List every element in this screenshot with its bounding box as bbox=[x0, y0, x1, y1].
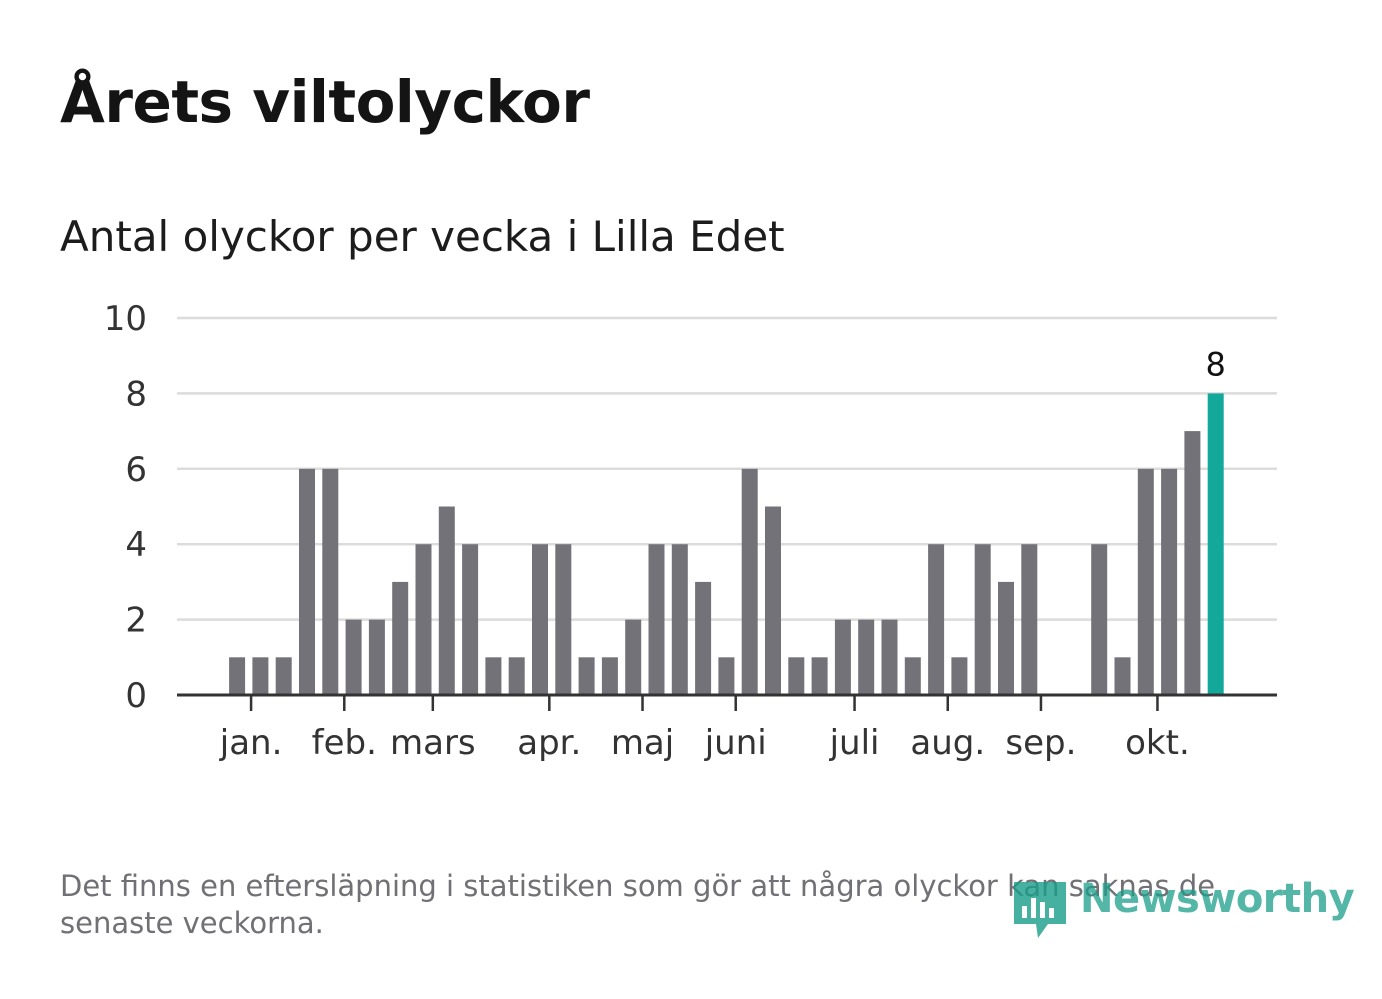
bar bbox=[532, 544, 548, 695]
bar bbox=[1184, 431, 1201, 695]
bar bbox=[368, 619, 385, 695]
bar bbox=[462, 544, 479, 695]
y-tick-label: 0 bbox=[125, 676, 147, 716]
bar bbox=[1091, 544, 1108, 695]
bar bbox=[904, 657, 921, 695]
bar bbox=[322, 468, 339, 695]
bar bbox=[881, 619, 898, 695]
bar bbox=[1114, 657, 1131, 695]
bar bbox=[718, 657, 735, 695]
bar bbox=[508, 657, 525, 695]
x-tick-label: maj bbox=[611, 723, 674, 763]
y-tick-label: 8 bbox=[125, 374, 147, 414]
bar bbox=[438, 506, 455, 695]
bar bbox=[1137, 468, 1154, 695]
data-label: 8 bbox=[1206, 345, 1226, 383]
bar bbox=[345, 619, 362, 695]
bar bbox=[951, 657, 968, 695]
bar bbox=[485, 657, 502, 695]
y-tick-label: 4 bbox=[125, 525, 147, 565]
bar-highlight bbox=[1207, 393, 1224, 695]
chart-title: Årets viltolyckor bbox=[60, 68, 590, 136]
bar bbox=[811, 657, 828, 695]
bar bbox=[1021, 544, 1038, 695]
y-tick-label: 6 bbox=[125, 450, 147, 490]
bar bbox=[578, 657, 595, 695]
bar bbox=[415, 544, 432, 695]
bar bbox=[392, 581, 409, 695]
chart-subtitle: Antal olyckor per vecka i Lilla Edet bbox=[60, 212, 785, 261]
bar bbox=[834, 619, 851, 695]
y-tick-label: 10 bbox=[104, 299, 147, 339]
x-tick-label: aug. bbox=[910, 723, 985, 763]
x-tick-label: apr. bbox=[517, 723, 581, 763]
x-tick-label: juli bbox=[829, 723, 880, 763]
bar bbox=[974, 544, 991, 695]
bar bbox=[555, 544, 572, 695]
bar bbox=[299, 468, 315, 695]
bar bbox=[601, 657, 618, 695]
bar bbox=[858, 619, 875, 695]
x-tick-label: sep. bbox=[1005, 723, 1076, 763]
bar bbox=[648, 544, 665, 695]
bar bbox=[1161, 468, 1178, 695]
x-tick-label: jan. bbox=[219, 723, 283, 763]
x-tick-label: okt. bbox=[1125, 723, 1190, 763]
x-tick-label: juni bbox=[704, 723, 767, 763]
bar bbox=[741, 468, 758, 695]
bar bbox=[788, 657, 805, 695]
x-tick-label: mars bbox=[390, 723, 476, 763]
bar bbox=[928, 544, 945, 695]
bar bbox=[625, 619, 642, 695]
bar bbox=[252, 657, 269, 695]
y-tick-label: 2 bbox=[125, 601, 147, 641]
newsworthy-logo-icon bbox=[1014, 882, 1066, 938]
bar bbox=[229, 657, 246, 695]
brand-name: Newsworthy bbox=[1080, 876, 1355, 922]
x-tick-label: feb. bbox=[312, 723, 377, 763]
bar bbox=[671, 544, 688, 695]
newsworthy-logo: Newsworthy bbox=[1008, 876, 1355, 946]
bar bbox=[998, 581, 1014, 695]
bar bbox=[275, 657, 292, 695]
bar bbox=[695, 581, 712, 695]
bar bbox=[765, 506, 781, 695]
